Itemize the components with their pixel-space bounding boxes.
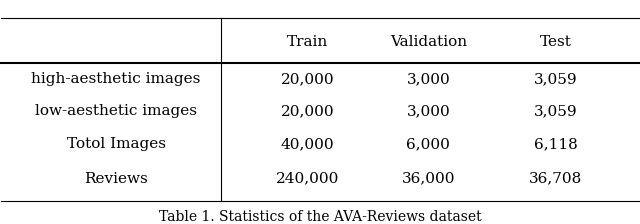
Text: Totol Images: Totol Images — [67, 137, 166, 151]
Text: 36,708: 36,708 — [529, 172, 582, 186]
Text: 3,000: 3,000 — [406, 104, 450, 118]
Text: Train: Train — [287, 35, 328, 49]
Text: low-aesthetic images: low-aesthetic images — [35, 104, 197, 118]
Text: 3,059: 3,059 — [534, 72, 577, 86]
Text: Table 1. Statistics of the AVA-Reviews dataset: Table 1. Statistics of the AVA-Reviews d… — [159, 211, 481, 224]
Text: 36,000: 36,000 — [401, 172, 455, 186]
Text: 20,000: 20,000 — [280, 104, 334, 118]
Text: 3,059: 3,059 — [534, 104, 577, 118]
Text: Reviews: Reviews — [84, 172, 148, 186]
Text: 6,000: 6,000 — [406, 137, 451, 151]
Text: Test: Test — [540, 35, 572, 49]
Text: 240,000: 240,000 — [276, 172, 339, 186]
Text: 20,000: 20,000 — [280, 72, 334, 86]
Text: high-aesthetic images: high-aesthetic images — [31, 72, 201, 86]
Text: 40,000: 40,000 — [280, 137, 334, 151]
Text: Validation: Validation — [390, 35, 467, 49]
Text: 6,118: 6,118 — [534, 137, 578, 151]
Text: 3,000: 3,000 — [406, 72, 450, 86]
